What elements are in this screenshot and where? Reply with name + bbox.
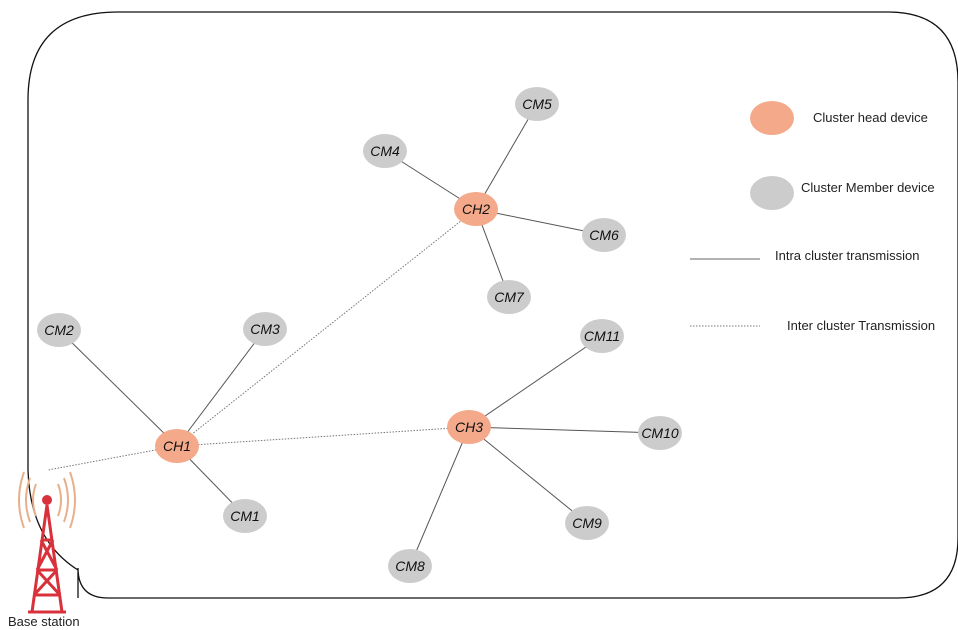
cluster-member-node-cm3: CM3 [243, 312, 287, 346]
cluster-member-node-shape [388, 549, 432, 583]
cluster-head-node-shape [454, 192, 498, 226]
legend-intra-label: Intra cluster transmission [775, 248, 920, 263]
cluster-member-node-cm1: CM1 [223, 499, 267, 533]
cluster-member-node-label: CM9 [572, 515, 602, 531]
intra-link-cm2 [58, 329, 178, 447]
cluster-head-node-ch3: CH3 [447, 410, 491, 444]
legend-inter-label: Inter cluster Transmission [787, 318, 935, 333]
intra-link-cm8 [409, 426, 470, 567]
cluster-member-node-label: CM8 [395, 558, 425, 574]
cluster-member-node-shape [582, 218, 626, 252]
legend-member-label: Cluster Member device [801, 180, 935, 195]
cluster-member-node-label: CM7 [494, 289, 525, 305]
inter-link-ch1-bs [47, 445, 178, 471]
cluster-member-node-cm11: CM11 [580, 319, 624, 353]
cluster-member-node-shape [487, 280, 531, 314]
cluster-member-node-cm7: CM7 [487, 280, 531, 314]
cluster-head-node-ch2: CH2 [454, 192, 498, 226]
inter-link-ch1-ch2 [176, 208, 477, 447]
links-layer [47, 103, 661, 567]
cluster-member-node-cm8: CM8 [388, 549, 432, 583]
cluster-member-node-label: CM1 [230, 508, 260, 524]
cluster-member-node-shape [223, 499, 267, 533]
intra-link-cm6 [475, 208, 605, 236]
cluster-member-node-cm2: CM2 [37, 313, 81, 347]
cluster-member-node-label: CM4 [370, 143, 400, 159]
cluster-member-node-shape [515, 87, 559, 121]
cluster-head-node-shape [447, 410, 491, 444]
intra-link-cm10 [468, 426, 661, 434]
cluster-member-node-label: CM10 [641, 425, 679, 441]
cluster-member-node-label: CM11 [584, 328, 620, 344]
cluster-member-node-label: CM6 [589, 227, 619, 243]
cluster-head-node-label: CH1 [163, 438, 191, 454]
cluster-member-node-label: CM3 [250, 321, 280, 337]
intra-link-cm9 [468, 426, 588, 524]
legend-head-swatch [750, 101, 794, 135]
cluster-member-node-shape [363, 134, 407, 168]
cluster-head-node-label: CH2 [462, 201, 490, 217]
base-station-tower-icon [18, 471, 76, 614]
cluster-member-node-label: CM5 [522, 96, 552, 112]
cluster-member-node-cm9: CM9 [565, 506, 609, 540]
cluster-member-node-label: CM2 [44, 322, 74, 338]
cluster-member-node-cm4: CM4 [363, 134, 407, 168]
nodes-layer: CM1 CM2 CM3 CM4 CM5 CM6 CM7 CM8 CM9 CM10 CM11 CH1 CH… [37, 87, 682, 583]
cluster-member-node-shape [565, 506, 609, 540]
cluster-head-node-shape [155, 429, 199, 463]
legend-member-swatch [750, 176, 794, 210]
cluster-member-node-shape [638, 416, 682, 450]
cluster-member-node-shape [37, 313, 81, 347]
cluster-head-node-ch1: CH1 [155, 429, 199, 463]
cluster-member-node-shape [580, 319, 624, 353]
inter-link-ch1-ch3 [176, 426, 470, 447]
cluster-head-node-label: CH3 [455, 419, 483, 435]
intra-link-cm5 [475, 103, 538, 210]
legend: Cluster head device Cluster Member devic… [690, 101, 935, 333]
intra-link-cm11 [468, 335, 603, 428]
cluster-member-node-cm10: CM10 [638, 416, 682, 450]
cluster-member-node-cm5: CM5 [515, 87, 559, 121]
cluster-member-node-shape [243, 312, 287, 346]
intra-link-cm3 [176, 328, 266, 447]
legend-head-label: Cluster head device [813, 110, 928, 125]
cluster-member-node-cm6: CM6 [582, 218, 626, 252]
base-station-label: Base station [8, 614, 80, 629]
